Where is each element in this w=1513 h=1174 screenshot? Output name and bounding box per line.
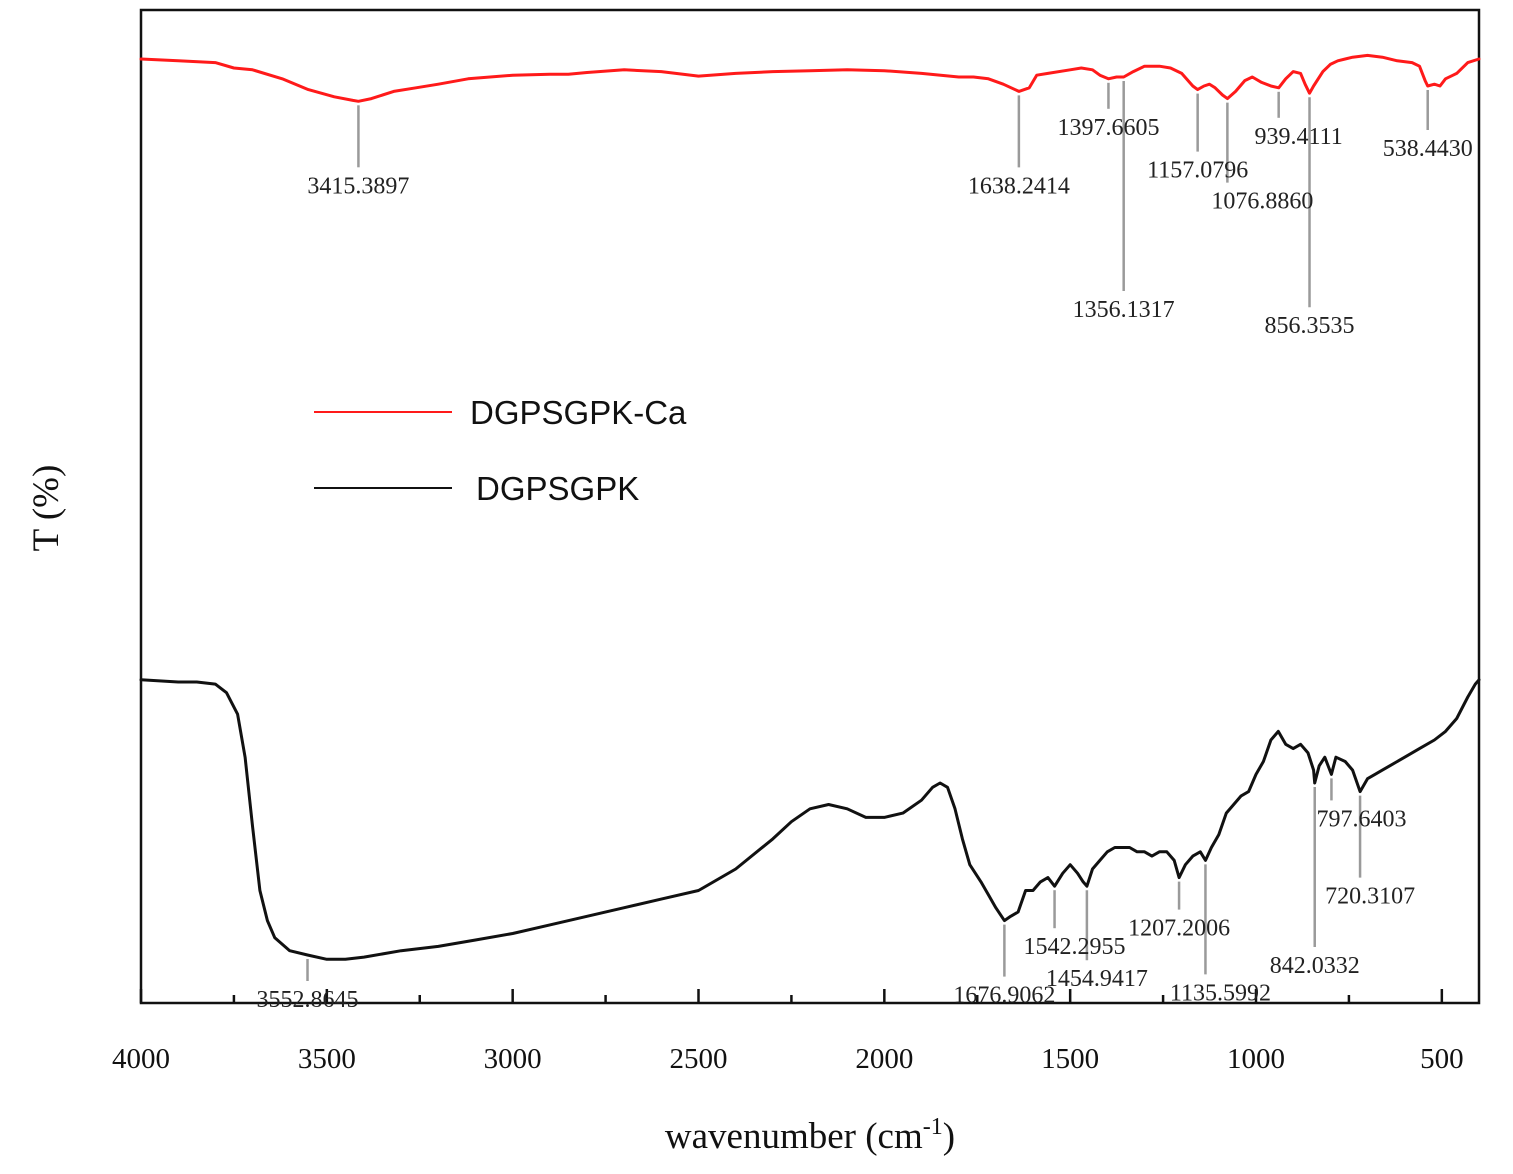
series-line-dgpsgpk-ca (139, 53, 1481, 103)
legend: DGPSGPK-Ca DGPSGPK (314, 394, 687, 507)
peak-label: 538.4430 (1383, 136, 1473, 162)
series-group (139, 53, 1481, 961)
peak-label: 1676.9062 (953, 983, 1055, 1009)
peak-label: 1135.5992 (1170, 980, 1271, 1006)
legend-label-base: DGPSGPK (476, 470, 639, 507)
x-tick-label: 500 (1420, 1043, 1464, 1075)
peak-lines (306, 81, 1429, 981)
peak-label: 1076.8860 (1211, 189, 1313, 215)
x-axis-title: wavenumber (cm-1) (665, 1114, 955, 1157)
peak-label: 1157.0796 (1147, 158, 1248, 184)
peak-label: 1542.2955 (1024, 934, 1126, 960)
x-tick-label: 1500 (1041, 1043, 1099, 1075)
y-axis-title: T (%) (26, 465, 67, 552)
plot-frame (139, 8, 1481, 1005)
peak-label: 720.3107 (1325, 884, 1415, 910)
peak-label: 1207.2006 (1128, 916, 1230, 942)
peak-label: 797.6403 (1316, 806, 1406, 832)
legend-label-ca: DGPSGPK-Ca (470, 394, 687, 431)
x-axis-title-close: ) (943, 1116, 955, 1157)
x-tick-label: 4000 (112, 1043, 170, 1075)
peak-label: 3415.3897 (307, 173, 409, 199)
peak-label: 3552.8645 (257, 987, 359, 1013)
x-tick-label: 3500 (298, 1043, 356, 1075)
x-tick-label: 3000 (484, 1043, 542, 1075)
peak-label: 939.4111 (1255, 124, 1343, 150)
series-line-dgpsgpk (139, 678, 1481, 961)
peak-label: 1638.2414 (968, 173, 1070, 199)
x-tick-label: 2500 (670, 1043, 728, 1075)
peak-label: 1397.6605 (1057, 115, 1159, 141)
peak-label: 1356.1317 (1073, 297, 1175, 323)
x-ticks: 4000 3500 3000 2500 2000 1500 1000 500 (112, 989, 1464, 1075)
peak-label: 842.0332 (1270, 953, 1360, 979)
peak-label: 1454.9417 (1046, 966, 1148, 992)
x-tick-label: 1000 (1227, 1043, 1285, 1075)
x-axis-title-superscript: -1 (923, 1114, 943, 1140)
x-tick-label: 2000 (855, 1043, 913, 1075)
peak-labels: 3415.3897 1638.2414 1397.6605 1356.1317 1157… (257, 115, 1473, 1013)
peak-label: 856.3535 (1265, 313, 1355, 339)
x-axis-title-main: wavenumber (cm (665, 1116, 923, 1157)
